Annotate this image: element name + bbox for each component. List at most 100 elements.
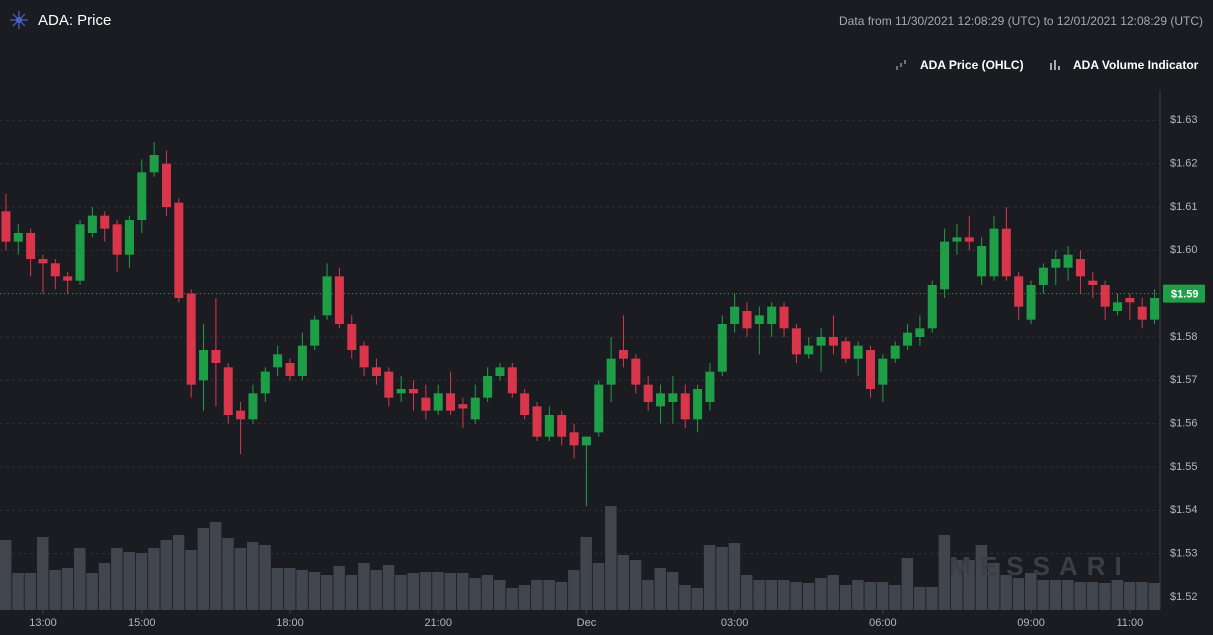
candle-body — [396, 389, 406, 394]
y-tick-label: $1.63 — [1170, 114, 1198, 126]
chart-subtitle: Data from 11/30/2021 12:08:29 (UTC) to 1… — [839, 14, 1203, 28]
volume-bar — [1086, 582, 1099, 610]
volume-bar — [790, 582, 802, 610]
candle-body — [409, 389, 419, 394]
candle-body — [952, 237, 962, 242]
x-tick-label: 06:00 — [869, 617, 897, 629]
candle-body — [532, 406, 542, 437]
volume-bar — [1012, 578, 1025, 610]
volume-bar — [926, 587, 938, 610]
candle-body — [569, 432, 579, 446]
candle-body — [1038, 267, 1048, 285]
candle-body — [495, 367, 505, 376]
candle-body — [260, 371, 270, 394]
volume-bar — [493, 580, 506, 610]
volume-bar — [209, 522, 222, 610]
volume-bar — [36, 537, 49, 610]
candle-body — [310, 319, 320, 346]
volume-bar — [605, 506, 617, 610]
candle-body — [50, 263, 60, 277]
y-tick-label: $1.58 — [1170, 331, 1198, 343]
volume-bar — [98, 563, 111, 610]
candle-body — [421, 397, 431, 411]
volume-bar — [506, 588, 518, 610]
candle-body — [1088, 280, 1098, 285]
volume-bar — [123, 552, 135, 610]
candle-body — [557, 415, 567, 437]
candle-body — [890, 345, 900, 359]
candle-body — [754, 315, 764, 324]
y-tick-label: $1.60 — [1170, 244, 1198, 256]
volume-bar — [950, 560, 963, 610]
candle-body — [977, 246, 987, 277]
volume-bar — [222, 538, 234, 610]
candle-body — [989, 228, 999, 277]
y-tick-label: $1.57 — [1170, 374, 1198, 386]
candle-body — [273, 354, 283, 368]
x-tick-label: Dec — [577, 617, 597, 629]
candle-body — [26, 233, 36, 259]
candle-body — [853, 345, 863, 359]
candle-body — [186, 293, 196, 385]
volume-bar — [728, 543, 741, 610]
volume-bar — [74, 548, 86, 610]
candle-body — [804, 345, 814, 355]
volume-bar — [148, 548, 160, 610]
candle-body — [1, 211, 11, 242]
legend-entry[interactable]: ADA Price (OHLC) — [920, 58, 1024, 72]
volume-bar — [580, 537, 592, 610]
candle-body — [779, 306, 789, 329]
volume-bar — [876, 582, 889, 610]
candle-body — [631, 358, 641, 385]
candle-body — [223, 367, 233, 415]
volume-bar — [654, 568, 667, 610]
candle-body — [940, 241, 950, 290]
axes: $1.52 $1.53 $1.54 $1.55 $1.56 $1.57 $1.58 $1.59… — [0, 114, 1205, 629]
volume-bar — [0, 540, 12, 610]
candle-body — [828, 337, 838, 346]
volume-bar — [481, 575, 494, 610]
volume-bar — [61, 568, 74, 610]
x-tick-label: 15:00 — [128, 617, 156, 629]
volume-bar — [395, 575, 407, 610]
volume-bar — [469, 578, 481, 610]
volume-bar — [1111, 580, 1124, 610]
volume-bar — [1123, 582, 1136, 610]
candle-body — [100, 215, 110, 229]
legend-entry[interactable]: ADA Volume Indicator — [1073, 58, 1199, 72]
volume-bar — [778, 580, 790, 610]
candle-body — [433, 393, 443, 411]
x-tick-label: 13:00 — [29, 617, 57, 629]
volume-bar — [1025, 573, 1037, 610]
candle-body — [581, 436, 591, 446]
volume-bar — [456, 573, 469, 610]
volume-bar — [135, 553, 148, 610]
candles — [1, 142, 1160, 506]
candle-body — [236, 410, 246, 420]
candle-body — [1001, 228, 1011, 277]
candle-body — [446, 393, 456, 411]
candle-body — [730, 306, 740, 324]
volume-bar — [296, 570, 308, 610]
candle-body — [63, 276, 73, 281]
current-price-box — [1163, 284, 1205, 303]
volume-bar — [382, 565, 395, 610]
volume-bar — [975, 545, 988, 610]
candle-body — [841, 341, 851, 359]
candle-body — [606, 358, 616, 385]
candle-body — [199, 350, 209, 381]
volume-bar — [666, 572, 679, 610]
chart-title: ADA: Price — [38, 12, 111, 29]
volume-bar — [432, 572, 444, 610]
candle-body — [903, 332, 913, 346]
volume-bar — [740, 575, 753, 610]
candle-body — [520, 393, 530, 415]
volume-bar — [568, 570, 580, 610]
volume-bar — [1148, 583, 1161, 610]
volume-bar — [234, 548, 247, 610]
candle-body — [717, 324, 727, 372]
volume-bar — [963, 560, 975, 610]
volume-bar — [419, 572, 432, 610]
